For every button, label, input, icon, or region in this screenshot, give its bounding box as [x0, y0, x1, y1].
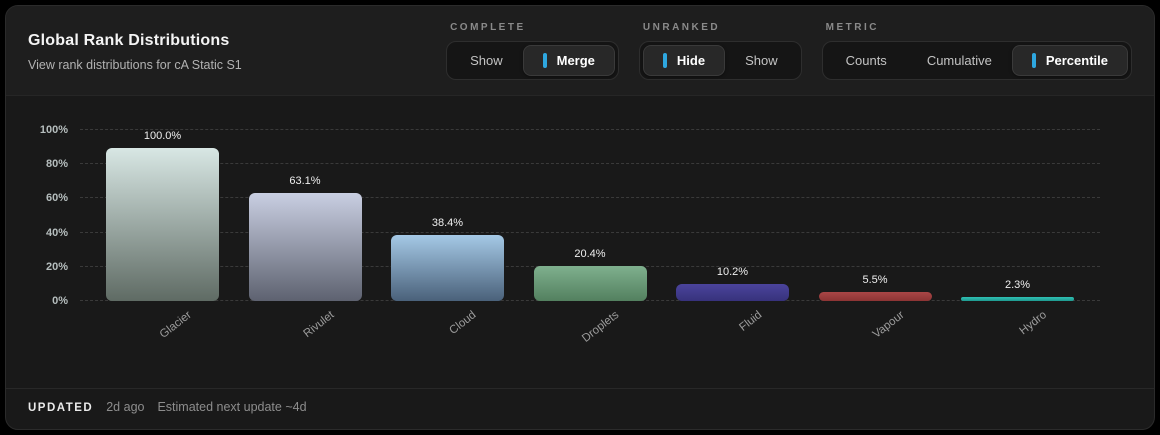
- bar-cloud[interactable]: [391, 235, 504, 301]
- bar-rivulet[interactable]: [248, 193, 362, 301]
- x-tick-label-rivulet: Rivulet: [301, 309, 337, 341]
- x-tick-label-cloud: Cloud: [447, 309, 479, 337]
- gridline-60: 60%: [46, 192, 1100, 204]
- y-tick-label-20: 20%: [45, 260, 68, 273]
- option-hide-unranked[interactable]: Hide: [642, 45, 726, 76]
- option-merge-complete[interactable]: Merge: [522, 45, 615, 76]
- bar-droplets[interactable]: [533, 266, 647, 301]
- panel-footer: UPDATED 2d ago Estimated next update ~4d: [6, 388, 1154, 429]
- option-show-unranked[interactable]: Show: [725, 45, 798, 76]
- bar-fluid[interactable]: [676, 283, 789, 301]
- bar-column-droplets: 20.4%: [533, 130, 647, 301]
- y-tick-label-60: 60%: [45, 192, 68, 205]
- y-tick-label-40: 40%: [45, 226, 68, 239]
- x-label-slot: Hydro: [961, 301, 1074, 363]
- bar-value-label: 100.0%: [143, 130, 182, 142]
- x-tick-label-fluid: Fluid: [736, 309, 764, 334]
- bar-value-label: 20.4%: [574, 248, 606, 261]
- toggle-group-unranked: UNRANKED Hide Show: [638, 20, 802, 80]
- segmented-control-unranked: Hide Show: [638, 41, 802, 80]
- gridline-40: 40%: [46, 227, 1100, 239]
- option-percentile-metric[interactable]: Percentile: [1011, 45, 1128, 76]
- bar-value-label: 5.5%: [862, 273, 888, 286]
- bar-value-label: 63.1%: [289, 175, 321, 188]
- option-label: Cumulative: [926, 53, 992, 68]
- updated-time: 2d ago: [106, 400, 145, 414]
- x-label-slot: Cloud: [391, 301, 504, 363]
- bars-container: 100.0% 63.1% 38.4% 20.4% 10.2% 5.5% 2.3%: [80, 130, 1100, 301]
- toggle-group-complete: COMPLETE Show Merge: [446, 20, 619, 80]
- option-label: Percentile: [1045, 53, 1108, 68]
- bar-column-hydro: 2.3%: [961, 130, 1074, 301]
- toggle-group-label-complete: COMPLETE: [450, 22, 526, 33]
- option-label: Counts: [845, 53, 887, 68]
- bar-value-label: 38.4%: [431, 217, 464, 230]
- bar-column-cloud: 38.4%: [391, 130, 504, 301]
- option-label: Merge: [556, 53, 595, 68]
- x-tick-label-vapour: Vapour: [870, 309, 907, 341]
- y-tick-label-80: 80%: [45, 158, 68, 171]
- x-label-slot: Glacier: [106, 301, 219, 363]
- bar-column-fluid: 10.2%: [676, 130, 789, 301]
- bar-vapour[interactable]: [818, 291, 932, 301]
- segmented-control-metric: Counts Cumulative Percentile: [821, 41, 1132, 80]
- bar-column-vapour: 5.5%: [818, 130, 932, 301]
- updated-label: UPDATED: [28, 402, 94, 414]
- segmented-control-complete: Show Merge: [446, 41, 619, 80]
- bar-value-label: 2.3%: [1004, 279, 1031, 291]
- x-axis-labels: Glacier Rivulet Cloud Droplets Fluid Vapour Hy…: [80, 301, 1100, 363]
- toggle-controls: COMPLETE Show Merge UNRANKED Hide Show METRIC C…: [446, 20, 1132, 80]
- option-cumulative-metric[interactable]: Cumulative: [907, 45, 1012, 76]
- x-label-slot: Droplets: [534, 301, 647, 363]
- toggle-group-metric: METRIC Counts Cumulative Percentile: [821, 20, 1132, 80]
- next-update-estimate: Estimated next update ~4d: [157, 400, 307, 414]
- bar-glacier[interactable]: [106, 148, 219, 301]
- page-title: Global Rank Distributions: [28, 32, 230, 49]
- gridline-100: 100%: [40, 124, 1100, 136]
- x-label-slot: Rivulet: [249, 301, 362, 363]
- bar-column-rivulet: 63.1%: [248, 130, 362, 301]
- toggle-group-label-metric: METRIC: [825, 22, 879, 33]
- x-label-slot: Fluid: [676, 301, 789, 363]
- option-show-complete[interactable]: Show: [450, 45, 523, 76]
- option-label: Show: [470, 53, 503, 68]
- page-subtitle: View rank distributions for cA Static S1: [28, 58, 242, 72]
- title-block: Global Rank Distributions View rank dist…: [28, 20, 242, 72]
- x-tick-label-hydro: Hydro: [1017, 309, 1049, 338]
- bar-value-label: 10.2%: [716, 265, 749, 278]
- toggle-group-label-unranked: UNRANKED: [642, 22, 721, 33]
- panel-header: Global Rank Distributions View rank dist…: [6, 6, 1154, 96]
- option-label: Show: [745, 53, 778, 68]
- x-tick-label-glacier: Glacier: [157, 309, 194, 341]
- bar-column-glacier: 100.0%: [106, 130, 219, 301]
- x-tick-label-droplets: Droplets: [580, 309, 622, 345]
- selected-indicator-bar: [662, 53, 667, 68]
- y-tick-label-0: 0%: [52, 295, 68, 307]
- y-tick-label-100: 100%: [39, 124, 68, 136]
- chart-section: 0% 20% 40% 60% 80% 100% 100.0% 63.1% 38.4% 20.4% 1…: [6, 96, 1154, 388]
- bar-hydro[interactable]: [961, 297, 1074, 301]
- gridline-80: 80%: [46, 158, 1100, 170]
- option-label: Hide: [676, 53, 706, 68]
- x-label-slot: Vapour: [819, 301, 932, 363]
- rank-distribution-panel: Global Rank Distributions View rank dist…: [5, 5, 1155, 430]
- selected-indicator-bar: [542, 53, 547, 68]
- option-counts-metric[interactable]: Counts: [826, 45, 907, 76]
- bar-chart-plot: 0% 20% 40% 60% 80% 100% 100.0% 63.1% 38.4% 20.4% 1…: [40, 124, 1100, 307]
- selected-indicator-bar: [1031, 53, 1036, 68]
